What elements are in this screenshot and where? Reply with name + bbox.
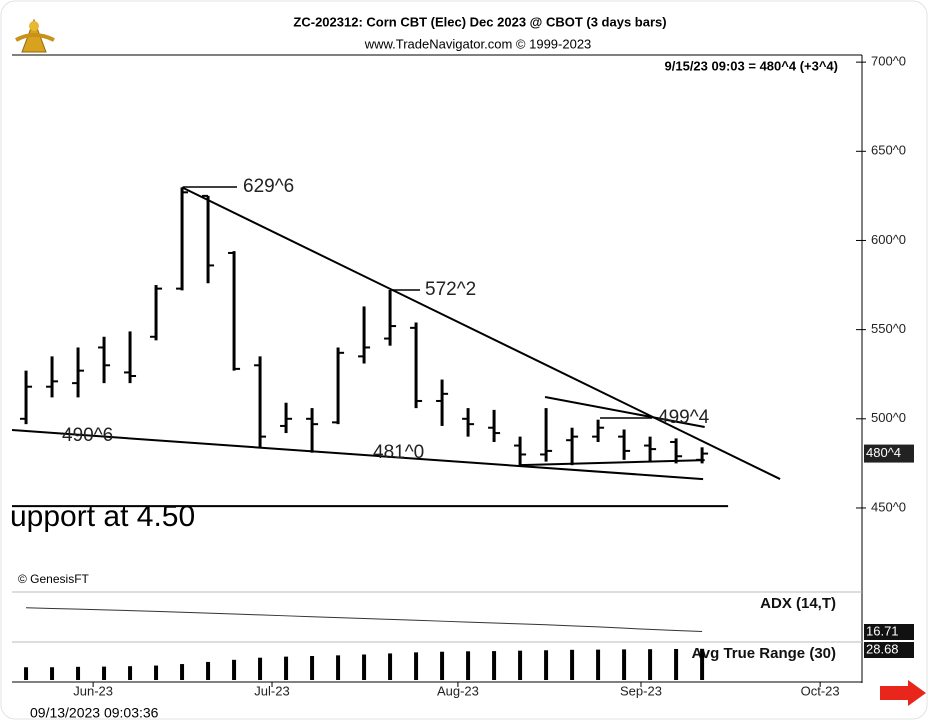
y-tick-label: 550^0 [871,321,906,336]
quote: 9/15/23 09:03 = 480^4 (+3^4) [665,58,838,73]
atr-bar [284,656,289,680]
atr-bar [544,650,549,680]
atr-bar [466,651,471,680]
y-tick-label: 500^0 [871,410,906,425]
atr-bar [258,657,263,680]
atr-bar [388,653,393,680]
atr-bar [24,667,29,680]
annotation: 572^2 [425,279,476,300]
atr-bar [102,666,107,680]
atr-bar [180,664,185,680]
annotation: 629^6 [243,176,294,197]
trend-line [11,429,704,481]
trend-line [544,396,705,428]
chart-title: ZC-202312: Corn CBT (Elec) Dec 2023 @ CB… [293,14,666,29]
adx-label: ADX (14,T) [760,595,836,612]
y-tick-label: 450^0 [871,499,906,514]
chart-subtitle: www.TradeNavigator.com © 1999-2023 [364,36,592,51]
copyright: © GenesisFT [18,572,90,586]
annotation: 499^4 [658,407,710,428]
timestamp: 09/13/2023 09:03:36 [30,705,159,721]
atr-bar [50,667,55,680]
atr-bar [232,659,237,680]
adx-line [26,607,703,633]
atr-bar [154,665,159,680]
atr-bar [648,649,653,680]
y-tick-label: 650^0 [871,143,906,158]
support-text: upport at 4.50 [10,500,195,533]
atr-bar [76,666,81,680]
atr-bar [596,649,601,680]
x-tick-label: Jun-23 [73,683,113,698]
last-price-label: 480^4 [866,445,901,460]
trend-line [520,459,705,467]
atr-bar [700,648,705,680]
y-tick-label: 700^0 [871,54,906,69]
atr-bar [128,666,133,680]
x-tick-label: Aug-23 [437,683,479,698]
adx-value: 16.71 [866,623,899,638]
atr-bar [206,661,211,680]
atr-bar [492,651,497,680]
atr-bar [622,649,627,680]
atr-label: Avg True Range (30) [692,645,836,662]
annotation: 481^0 [373,442,424,463]
atr-value: 28.68 [866,641,899,656]
last-price-box [864,444,914,463]
logo [15,18,55,53]
y-tick-label: 600^0 [871,232,906,247]
annotation: 490^6 [62,425,113,446]
atr-bar [336,655,341,680]
atr-bar [362,654,367,680]
scroll-arrow[interactable] [880,680,926,706]
atr-value-box [864,642,914,658]
atr-bar [414,652,419,680]
atr-bar [674,648,679,680]
x-tick-label: Oct-23 [801,683,840,698]
atr-bar [440,651,445,680]
adx-value-box [864,624,914,640]
atr-bar [518,650,523,680]
x-tick-label: Sep-23 [620,683,662,698]
atr-bar [570,649,575,680]
trend-line [181,186,781,480]
atr-bar [310,655,315,680]
x-tick-label: Jul-23 [254,683,289,698]
